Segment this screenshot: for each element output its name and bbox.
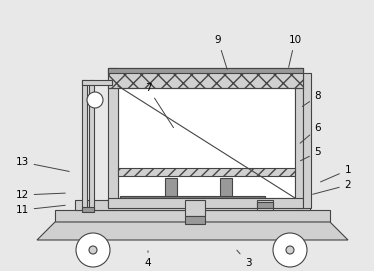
Text: 10: 10 [288,35,301,67]
Polygon shape [37,222,348,240]
Bar [108,68,303,73]
Text: 2: 2 [313,180,351,194]
Text: 5: 5 [300,147,321,161]
Bar [120,196,265,202]
Text: 11: 11 [15,205,65,215]
Text: 1: 1 [321,165,351,182]
Text: 8: 8 [302,91,321,107]
Bar [295,68,303,208]
Bar [257,200,273,210]
Text: 12: 12 [15,190,65,200]
Bar [257,202,273,208]
Text: 13: 13 [15,157,69,172]
Bar [108,68,303,88]
Bar [75,200,310,210]
Bar [185,216,205,224]
Bar [108,68,118,208]
Bar [89,80,94,210]
Circle shape [273,233,307,267]
Bar [303,73,311,208]
Bar [108,198,303,208]
Circle shape [76,233,110,267]
Bar [118,168,295,176]
Bar [82,80,87,210]
Text: 6: 6 [300,123,321,143]
Text: 4: 4 [145,251,151,268]
Circle shape [87,92,103,108]
Bar [185,200,205,216]
Circle shape [286,246,294,254]
Bar [220,178,232,200]
Bar [82,207,94,212]
Text: 7: 7 [145,83,174,128]
Bar [118,86,295,198]
Bar [165,178,177,200]
Text: 9: 9 [215,35,227,69]
Bar [82,80,112,85]
Bar [55,210,330,222]
Circle shape [89,246,97,254]
Text: 3: 3 [237,250,251,268]
